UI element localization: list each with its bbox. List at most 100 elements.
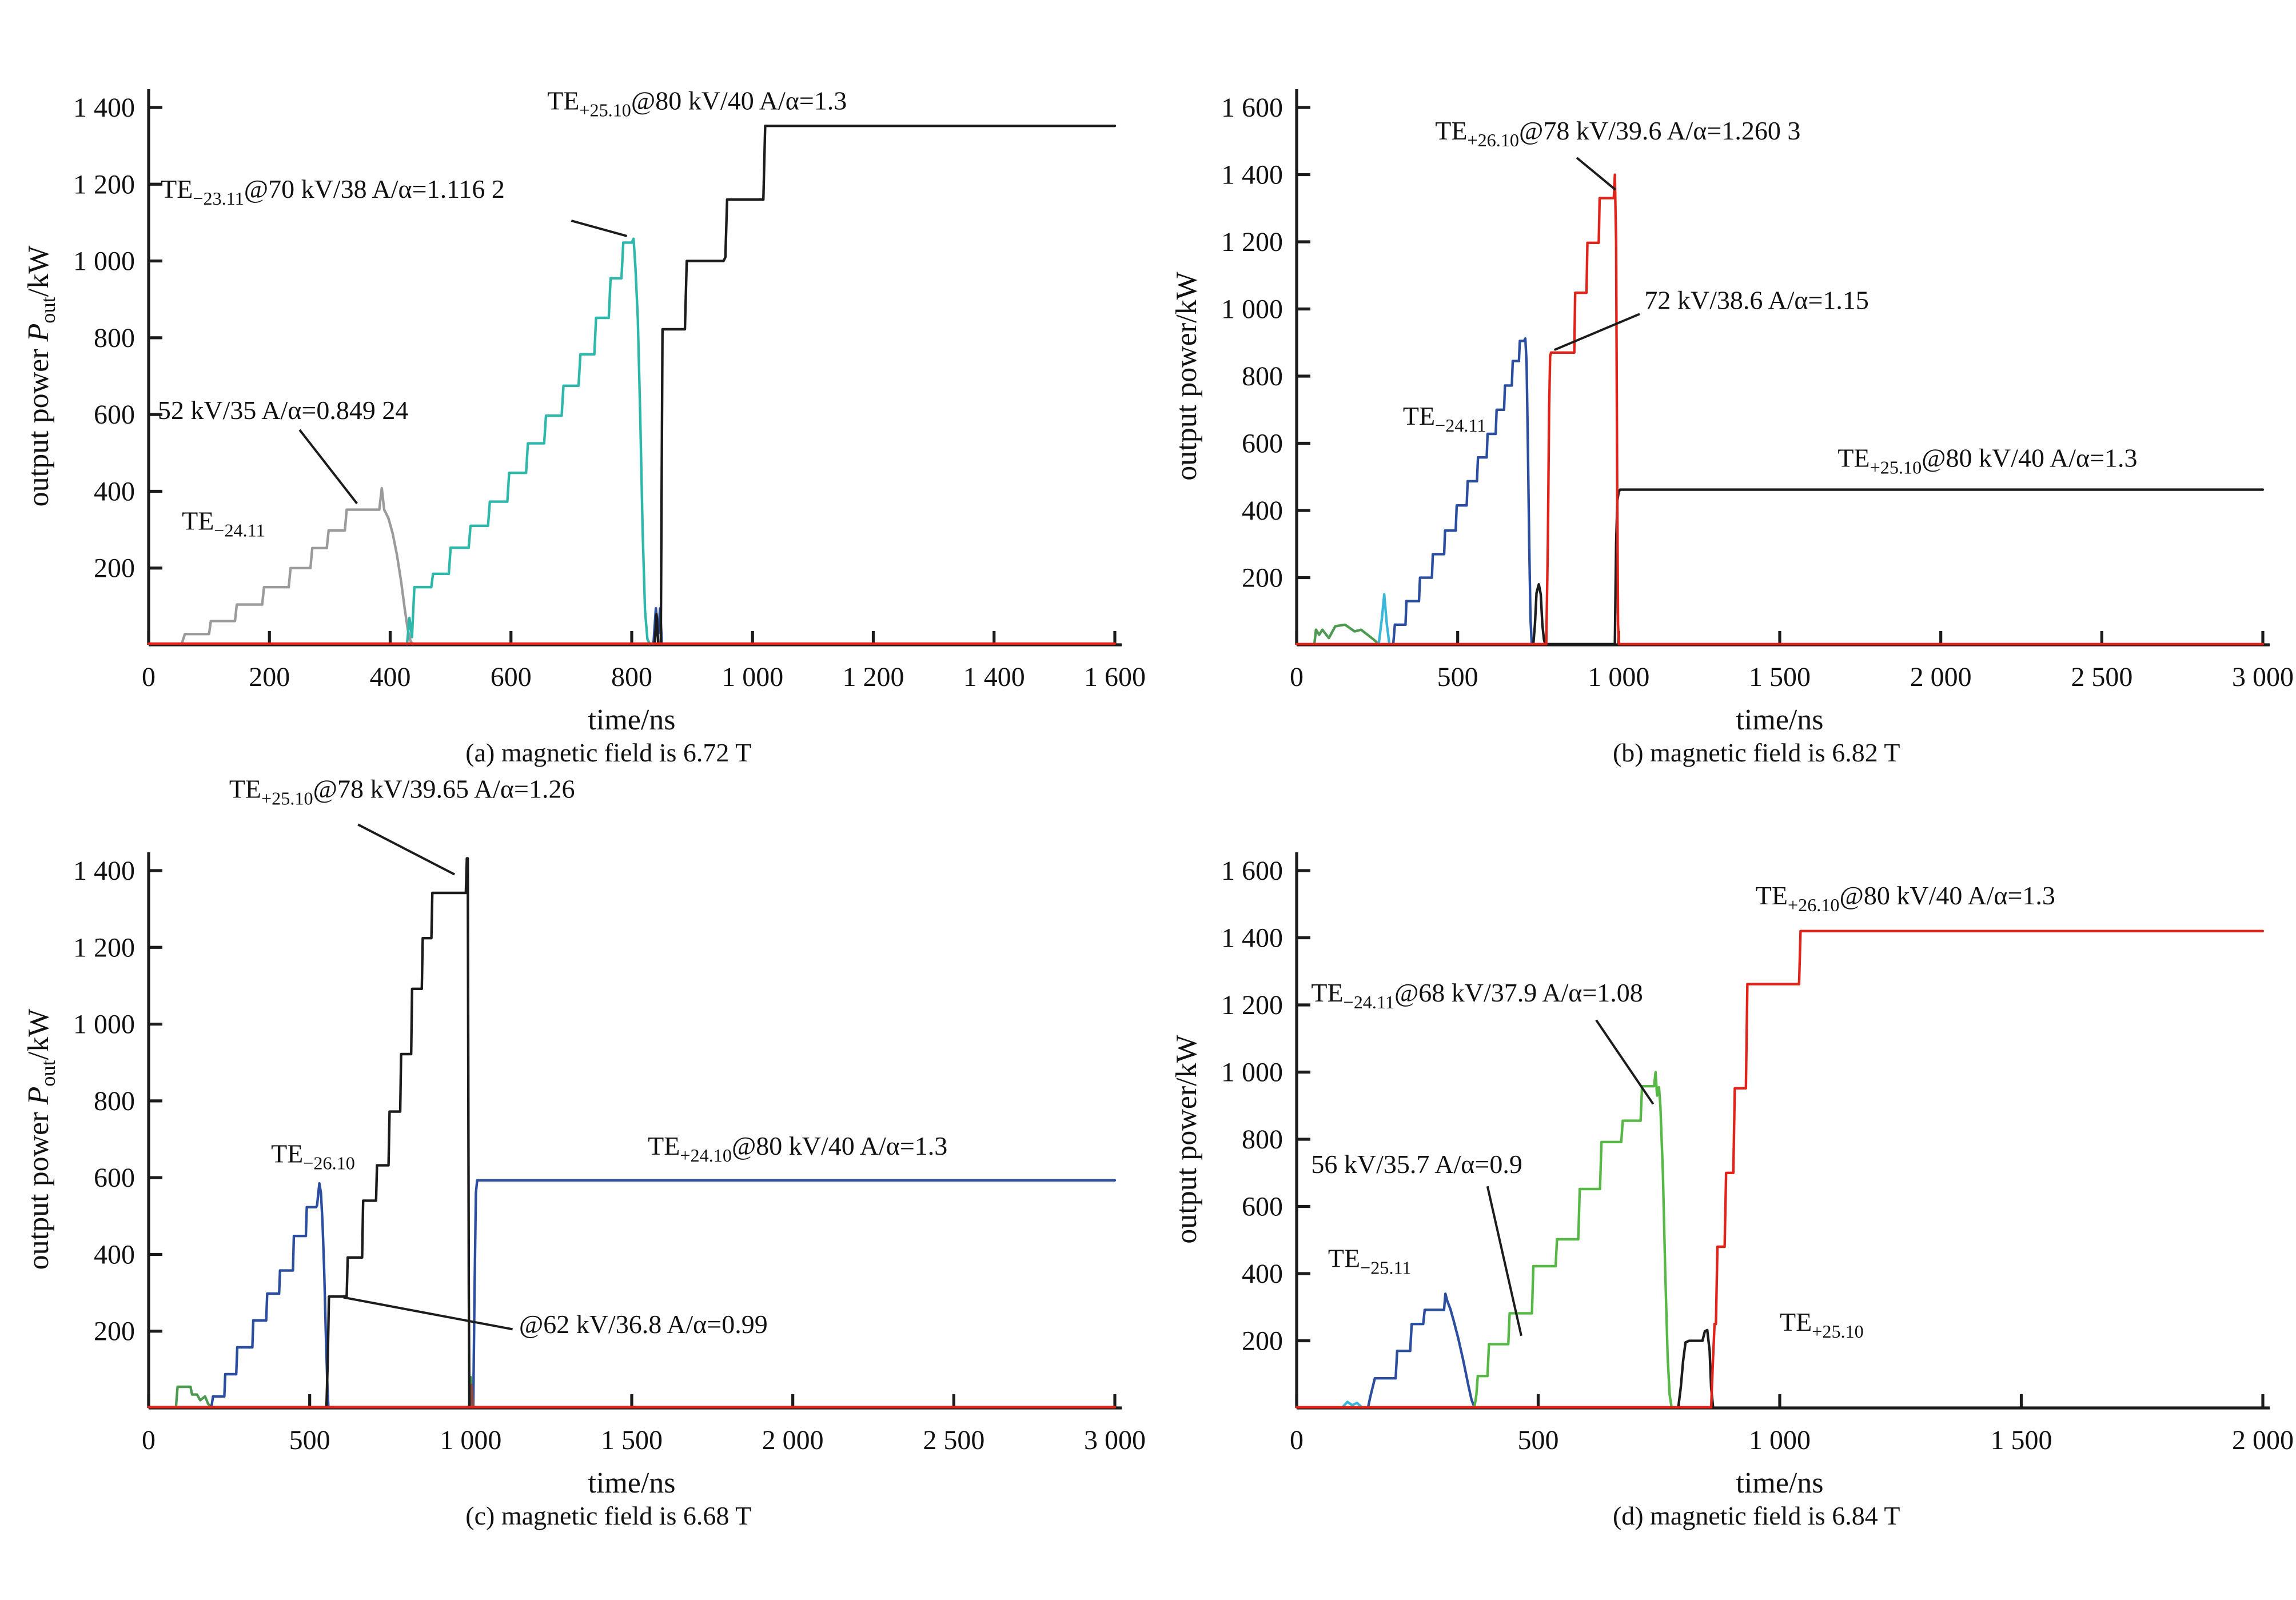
x-tick-label: 2 000 (762, 1425, 824, 1455)
y-tick-label: 1 600 (1221, 93, 1283, 123)
x-tick-label: 1 600 (1084, 662, 1146, 692)
x-tick-label: 0 (1290, 662, 1304, 692)
chart-c-svg: 200 400 600 800 1 000 1 200 1 400 0 500 1 000 1 50… (22, 774, 1146, 1499)
x-tick-label: 0 (142, 1425, 156, 1455)
y-tick-label: 1 000 (1221, 1058, 1283, 1088)
x-axis-label: time/ns (1736, 704, 1823, 736)
label-TE-23.11: TE−23.11@70 kV/38 A/α=1.116 2 (161, 174, 505, 209)
label-TE-25.11: TE−25.11 (1328, 1243, 1412, 1278)
y-tick-label: 800 (94, 1086, 135, 1116)
chart-a-svg: 200 400 600 800 1 000 1 200 1 400 0 200 400 600 800… (22, 86, 1146, 736)
y-tick-label: 800 (94, 323, 135, 353)
x-tick-label: 3 000 (1084, 1425, 1146, 1455)
series-cyan-spike (1377, 593, 1391, 645)
chart-b-svg: 200 400 600 800 1 000 1 200 1 400 1 600 0 500 1 00… (1170, 89, 2294, 736)
label-TE+25.10: TE+25.10@80 kV/40 A/α=1.3 (547, 86, 847, 120)
series-TE+26.10-red (1295, 929, 2265, 1409)
y-tick-label: 1 200 (73, 932, 135, 963)
y-tick-label: 400 (1242, 496, 1283, 526)
y-tick-label: 200 (94, 1316, 135, 1347)
chart-panel-b: 200 400 600 800 1 000 1 200 1 400 1 600 0 500 1 00… (1148, 5, 2296, 768)
label-TE+26.10: TE+26.10@78 kV/39.6 A/α=1.260 3 (1435, 116, 1800, 150)
series-green-startup (174, 1385, 213, 1409)
label-TE+24.10: TE+24.10@80 kV/40 A/α=1.3 (648, 1131, 947, 1166)
y-tick-label: 1 600 (1221, 856, 1283, 886)
x-tick-label: 1 400 (963, 662, 1025, 692)
chart-panel-c: 200 400 600 800 1 000 1 200 1 400 0 500 1 000 1 50… (0, 768, 1148, 1531)
label-52kV: 52 kV/35 A/α=0.849 24 (158, 396, 409, 425)
x-tick-label: 2 000 (1910, 662, 1972, 692)
chart-panel-a: 200 400 600 800 1 000 1 200 1 400 0 200 400 600 800… (0, 5, 1148, 768)
x-tick-label: 2 500 (923, 1425, 984, 1455)
x-tick-label: 1 000 (440, 1425, 501, 1455)
series-TE-24.11-green (1473, 1071, 1673, 1409)
y-tick-label: 1 000 (73, 246, 135, 277)
y-tick-label: 1 200 (1221, 227, 1283, 257)
y-tick-label: 1 200 (1221, 990, 1283, 1020)
label-TE-24.11: TE−24.11 (1403, 401, 1486, 436)
leader-line (357, 823, 456, 876)
x-tick-label: 2 000 (2232, 1425, 2294, 1455)
y-tick-label: 1 400 (73, 856, 135, 886)
x-tick-label: 0 (142, 662, 156, 692)
x-tick-label: 1 500 (1991, 1425, 2052, 1455)
leader-line (343, 1296, 513, 1331)
x-tick-label: 0 (1290, 1425, 1304, 1455)
y-tick-label: 800 (1242, 361, 1283, 392)
series-TE-24.11-gray (180, 486, 414, 645)
y-axis-label: output power/kW (1170, 1035, 1203, 1243)
y-tick-label: 600 (1242, 1192, 1283, 1222)
x-tick-label: 3 000 (2232, 662, 2294, 692)
x-tick-label: 1 500 (601, 1425, 663, 1455)
y-tick-label: 1 200 (73, 169, 135, 199)
chart-d-svg: 200 400 600 800 1 000 1 200 1 400 1 600 0 500 1 00… (1170, 852, 2294, 1499)
x-tick-label: 1 000 (722, 662, 783, 692)
series-TE-24.11-blue (1392, 337, 1533, 645)
series-TE+25.10-black (653, 125, 1117, 645)
series-TE-25.11-blue (1366, 1292, 1476, 1409)
series-cyan-startup (1341, 1401, 1364, 1409)
y-tick-label: 600 (1242, 429, 1283, 459)
y-tick-label: 200 (94, 553, 135, 584)
figure-grid: 200 400 600 800 1 000 1 200 1 400 0 200 400 600 800… (0, 5, 2296, 1531)
x-tick-label: 500 (289, 1425, 330, 1455)
label-TE-26.10: TE−26.10 (271, 1139, 355, 1173)
leader-line (1595, 1019, 1655, 1105)
chart-panel-d: 200 400 600 800 1 000 1 200 1 400 1 600 0 500 1 00… (1148, 768, 2296, 1531)
x-tick-label: 500 (1518, 1425, 1559, 1455)
x-tick-label: 1 500 (1749, 662, 1811, 692)
x-tick-label: 1 200 (843, 662, 904, 692)
x-tick-label: 500 (1437, 662, 1478, 692)
chart-c-caption: (c) magnetic field is 6.68 T (465, 1501, 752, 1530)
label-TE-24.11: TE−24.11@68 kV/37.9 A/α=1.08 (1311, 978, 1643, 1012)
x-axis-label: time/ns (588, 704, 675, 736)
series-TE+25.10-black (1677, 1328, 1715, 1409)
y-axis-label: output power/kW (1170, 272, 1203, 480)
leader-line (571, 220, 628, 237)
series-TE-23.11-teal (405, 237, 651, 645)
y-tick-label: 1 000 (1221, 294, 1283, 325)
y-tick-label: 1 400 (1221, 923, 1283, 953)
series-TE+25.10-black (325, 857, 471, 1409)
series-TE+26.10-red (1295, 173, 2265, 645)
leader-line (1553, 313, 1640, 352)
y-tick-label: 200 (1242, 1326, 1283, 1356)
leader-line (1486, 1186, 1522, 1336)
x-tick-label: 400 (370, 662, 411, 692)
y-tick-label: 1 000 (73, 1010, 135, 1040)
chart-a-caption: (a) magnetic field is 6.72 T (465, 738, 752, 767)
y-tick-label: 600 (94, 400, 135, 430)
x-tick-label: 1 000 (1749, 1425, 1811, 1455)
y-tick-label: 600 (94, 1163, 135, 1193)
x-tick-label: 600 (491, 662, 532, 692)
y-tick-label: 200 (1242, 563, 1283, 593)
label-62kV: @62 kV/36.8 A/α=0.99 (519, 1310, 768, 1339)
leader-line (1576, 157, 1616, 191)
y-tick-label: 400 (94, 1239, 135, 1270)
chart-b-caption: (b) magnetic field is 6.82 T (1612, 738, 1900, 767)
x-tick-label: 200 (249, 662, 290, 692)
leader-line (298, 429, 358, 505)
y-tick-label: 400 (94, 476, 135, 506)
y-axis-label: output power Pout/kW (22, 1009, 59, 1270)
chart-d-caption: (d) magnetic field is 6.84 T (1612, 1501, 1900, 1530)
